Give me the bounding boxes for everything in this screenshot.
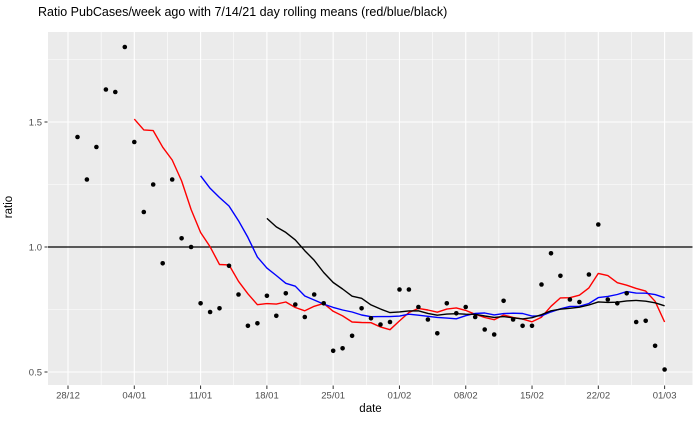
data-point bbox=[425, 317, 431, 322]
y-tick-label: 1.5 bbox=[29, 117, 42, 128]
data-point bbox=[615, 301, 620, 306]
data-point bbox=[226, 263, 232, 269]
plot-panel bbox=[48, 32, 693, 385]
data-point bbox=[349, 333, 355, 339]
data-point bbox=[510, 317, 516, 322]
data-point bbox=[217, 306, 222, 311]
data-point bbox=[605, 297, 611, 302]
x-tick-label: 11/01 bbox=[189, 391, 212, 402]
data-point bbox=[150, 182, 156, 187]
data-point bbox=[416, 304, 421, 310]
data-point bbox=[633, 319, 639, 325]
x-axis-title: date bbox=[359, 403, 382, 415]
scatter-points bbox=[75, 44, 667, 372]
data-point bbox=[529, 323, 535, 329]
data-point bbox=[94, 144, 99, 150]
rolling-mean-lines bbox=[133, 118, 666, 331]
x-tick-label: 01/02 bbox=[388, 391, 412, 402]
data-point bbox=[435, 331, 440, 336]
data-point bbox=[302, 314, 308, 320]
x-tick-label: 25/01 bbox=[321, 391, 345, 402]
data-point bbox=[274, 313, 279, 319]
data-point bbox=[378, 322, 383, 327]
x-tick-label: 22/02 bbox=[586, 391, 610, 402]
data-point bbox=[321, 301, 327, 306]
data-point bbox=[482, 327, 488, 332]
data-point bbox=[662, 367, 667, 372]
data-point bbox=[188, 244, 194, 250]
data-point bbox=[558, 273, 563, 279]
data-point bbox=[501, 298, 506, 304]
data-point bbox=[548, 251, 554, 256]
data-point bbox=[624, 291, 629, 296]
data-point bbox=[122, 44, 128, 50]
data-point bbox=[520, 323, 525, 329]
axis-tick-marks bbox=[44, 121, 666, 389]
data-point bbox=[264, 293, 270, 299]
data-point bbox=[75, 134, 80, 140]
data-point bbox=[444, 301, 450, 306]
data-point bbox=[330, 348, 336, 354]
data-point bbox=[340, 346, 345, 351]
data-point bbox=[236, 292, 241, 297]
data-point bbox=[387, 319, 393, 325]
data-point bbox=[463, 304, 469, 310]
data-point bbox=[84, 177, 90, 182]
data-point bbox=[539, 282, 544, 287]
data-point bbox=[406, 287, 412, 292]
data-point bbox=[113, 89, 118, 95]
data-point bbox=[132, 139, 137, 145]
data-point bbox=[207, 309, 213, 315]
y-tick-label: 0.5 bbox=[29, 367, 42, 378]
data-point bbox=[311, 292, 317, 297]
data-point bbox=[567, 297, 573, 302]
x-tick-label: 01/03 bbox=[653, 391, 677, 402]
data-point bbox=[577, 299, 582, 305]
data-point bbox=[586, 272, 592, 277]
data-point bbox=[368, 316, 374, 321]
data-point bbox=[103, 87, 109, 92]
data-point bbox=[359, 306, 364, 311]
x-tick-label: 18/01 bbox=[255, 391, 279, 402]
data-point bbox=[160, 261, 165, 266]
data-point bbox=[198, 301, 203, 306]
data-point bbox=[169, 177, 175, 182]
rolling-mean-7day-line bbox=[133, 118, 666, 331]
x-tick-label: 15/02 bbox=[520, 391, 544, 402]
axis-tick-labels: 28/12 04/01 11/01 18/01 25/01 01/02 08/02 15/02… bbox=[29, 117, 677, 401]
data-point bbox=[491, 332, 497, 337]
data-point bbox=[652, 343, 658, 349]
data-point bbox=[472, 314, 478, 320]
data-point bbox=[454, 311, 459, 316]
data-point bbox=[179, 236, 184, 241]
x-tick-label: 04/01 bbox=[122, 391, 146, 402]
data-point bbox=[397, 287, 402, 292]
y-tick-label: 1.0 bbox=[29, 242, 42, 253]
data-point bbox=[141, 209, 147, 215]
data-point bbox=[245, 323, 251, 329]
data-point bbox=[283, 291, 289, 296]
chart-title: Ratio PubCases/week ago with 7/14/21 day… bbox=[38, 5, 448, 19]
data-point bbox=[255, 321, 260, 326]
data-point bbox=[643, 318, 648, 324]
rolling-mean-14day-line bbox=[200, 175, 665, 320]
rolling-mean-21day-line bbox=[266, 217, 665, 320]
x-tick-label: 28/12 bbox=[56, 391, 80, 402]
x-tick-label: 08/02 bbox=[454, 391, 478, 402]
data-point bbox=[293, 302, 298, 307]
data-point bbox=[596, 222, 601, 227]
